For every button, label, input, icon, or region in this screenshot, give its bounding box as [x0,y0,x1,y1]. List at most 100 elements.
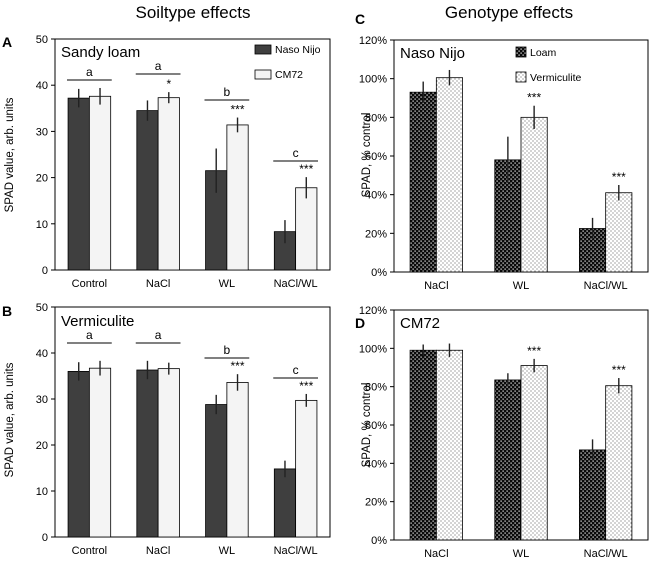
panel-title: Naso Nijo [400,45,465,62]
bar [605,385,633,541]
legend-swatch [515,46,527,58]
bar [157,368,180,538]
y-tick-label: 20% [365,228,387,240]
y-tick-label: 40 [36,80,48,92]
x-tick-label: Control [72,278,107,290]
y-tick-label: 40 [36,348,48,360]
y-tick-label: 60% [365,151,387,163]
panel-letter: D [355,315,365,331]
bar [435,349,463,541]
x-tick-label: NaCl/WL [274,278,318,290]
significance-mark: *** [299,379,313,393]
bar [136,110,159,271]
y-tick-label: 0% [371,267,387,279]
bar [520,365,548,541]
significance-mark: *** [527,91,541,105]
panel-title: CM72 [400,315,440,332]
group-letter: c [293,363,299,377]
x-tick-label: NaCl [146,545,170,557]
x-tick-label: NaCl/WL [274,545,318,557]
bar [409,91,437,273]
y-axis-label: SPAD value, arb. units [4,97,16,212]
y-tick-label: 80% [365,382,387,394]
x-tick-label: NaCl [424,280,448,292]
significance-mark: *** [299,162,313,176]
legend-swatch [515,71,527,83]
x-tick-label: WL [513,280,530,292]
y-tick-label: 100% [359,343,387,355]
legend-label: Loam [530,47,557,59]
bar [605,192,633,273]
y-tick-label: 80% [365,112,387,124]
bar [520,116,548,273]
y-tick-label: 20% [365,497,387,509]
x-tick-label: WL [513,548,530,560]
significance-mark: * [166,77,171,91]
header-genotype: Genotype effects [445,3,573,22]
header-soiltype: Soiltype effects [136,3,251,22]
group-letter: b [224,85,231,99]
significance-mark: *** [612,363,626,377]
x-tick-label: WL [219,545,236,557]
y-tick-label: 120% [359,35,387,47]
panel-b: B Vermiculite 0 10 20 30 40 50 SPAD value, arb. … [2,302,331,557]
x-tick-label: Control [72,545,107,557]
panel-letter: A [2,34,12,50]
bar [88,367,112,538]
y-tick-label: 10 [36,486,48,498]
bar [409,349,437,541]
y-tick-label: 50 [36,302,48,314]
y-tick-label: 120% [359,305,387,317]
y-tick-label: 0% [371,535,387,547]
y-tick-label: 30 [36,126,48,138]
bar [136,369,159,538]
y-tick-label: 10 [36,219,48,231]
x-tick-label: WL [219,278,236,290]
plot-frame [54,38,331,271]
y-axis-label: SPAD, % control [361,113,373,198]
x-tick-label: NaCl/WL [584,280,628,292]
bar [295,399,318,538]
legend-label: Vermiculite [530,72,582,84]
significance-mark: *** [231,103,245,117]
bar [226,124,249,271]
y-tick-label: 0 [42,265,48,277]
group-letter: a [86,328,93,342]
significance-mark: *** [231,359,245,373]
group-letter: c [293,146,299,160]
y-tick-label: 0 [42,532,48,544]
panel-a: A Sandy loam 0 10 20 30 40 50 SPAD value, arb. u… [2,34,331,290]
legend-swatch [254,44,272,55]
panel-title: Vermiculite [61,313,134,330]
y-tick-label: 60% [365,420,387,432]
y-tick-label: 100% [359,74,387,86]
y-tick-label: 30 [36,394,48,406]
bar [226,382,249,538]
legend-label: CM72 [275,69,303,81]
panel-d: D CM72 0% 20% 40% 60% 80% 100% 120% SPAD, % contr… [355,305,649,560]
bar [157,97,180,271]
x-tick-label: NaCl [146,278,170,290]
x-tick-label: NaCl [424,548,448,560]
panel-c: C Naso Nijo 0% 20% 40% 60% 80% 100% 120% SPAD, % … [355,11,649,292]
y-tick-label: 40% [365,190,387,202]
plot-frame [54,306,331,538]
x-tick-label: NaCl/WL [584,548,628,560]
group-letter: b [224,343,231,357]
bar [295,187,318,271]
bar [435,77,463,273]
significance-mark: *** [527,344,541,358]
bar [273,468,297,538]
bar [67,370,90,538]
panel-title: Sandy loam [61,44,140,61]
y-tick-label: 20 [36,440,48,452]
y-axis-label: SPAD, % control [361,383,373,468]
group-letter: a [86,65,93,79]
charts-container: A Sandy loam 0 10 20 30 40 50 SPAD value, arb. u… [2,11,649,560]
significance-mark: *** [612,170,626,184]
bar [88,95,112,271]
y-axis-label: SPAD value, arb. units [4,362,16,477]
panel-letter: B [2,303,12,319]
